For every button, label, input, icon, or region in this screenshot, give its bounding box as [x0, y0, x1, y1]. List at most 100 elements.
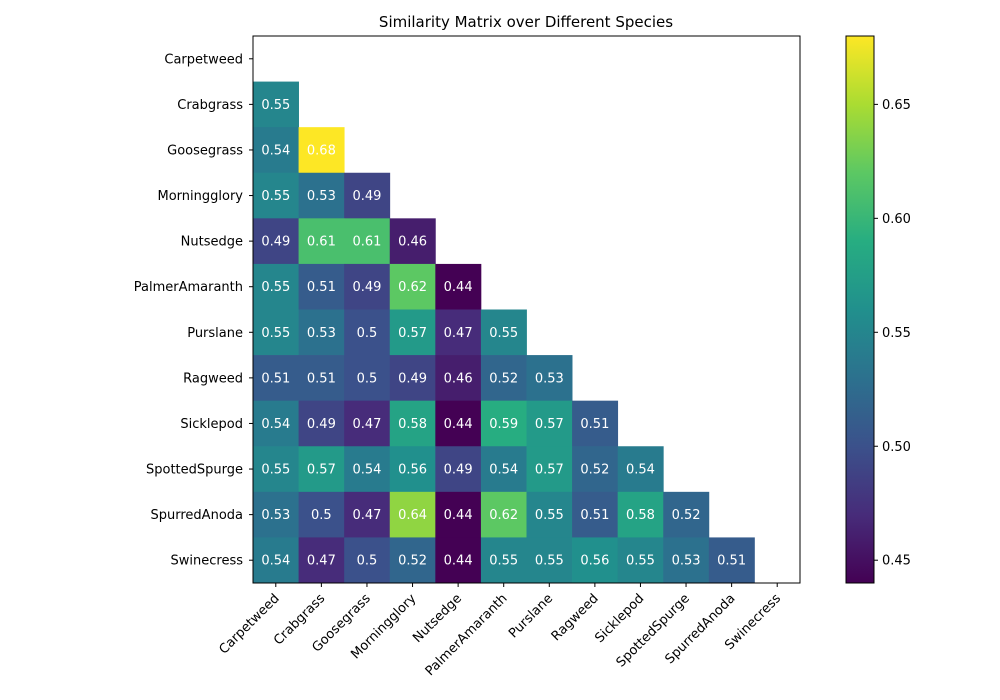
heatmap-cell: [435, 446, 482, 493]
cell-value-label: 0.56: [398, 463, 427, 478]
cell-value-label: 0.44: [444, 554, 473, 569]
cell-value-label: 0.61: [307, 235, 336, 250]
cell-value-label: 0.51: [307, 280, 336, 295]
cell-value-label: 0.68: [307, 143, 336, 158]
y-tick-label: SpurredAnoda: [151, 508, 243, 523]
heatmap-cell: [253, 263, 299, 310]
heatmap-cell: [344, 446, 391, 493]
heatmap-cell: [526, 491, 573, 538]
heatmap-cell: [435, 263, 482, 310]
heatmap-cell: [253, 127, 299, 174]
heatmap-cell: [435, 491, 482, 538]
cell-value-label: 0.46: [398, 235, 427, 250]
heatmap-cell: [572, 491, 619, 538]
y-tick-label: Morningglory: [158, 189, 244, 204]
heatmap-cell: [526, 537, 573, 584]
heatmap-cell: [298, 218, 345, 265]
heatmap-cell: [253, 172, 299, 219]
cell-value-label: 0.49: [352, 280, 381, 295]
heatmap-cell: [663, 537, 710, 584]
heatmap-cell: [617, 446, 664, 493]
cell-value-label: 0.55: [261, 326, 290, 341]
y-tick-label: Sicklepod: [180, 417, 243, 432]
cell-value-label: 0.52: [580, 463, 609, 478]
heatmap-cell: [572, 537, 619, 584]
x-tick-label: Carpetweed: [216, 591, 282, 657]
colorbar-tick-label: 0.45: [882, 554, 911, 569]
heatmap-cell: [708, 537, 755, 584]
cell-value-label: 0.57: [535, 417, 564, 432]
cell-value-label: 0.52: [672, 508, 701, 523]
heatmap-cell: [389, 355, 436, 402]
heatmap-cell: [572, 400, 619, 447]
cell-value-label: 0.54: [261, 554, 290, 569]
cell-value-label: 0.5: [357, 326, 378, 341]
colorbar-tick-label: 0.65: [882, 98, 911, 113]
cell-value-label: 0.55: [261, 463, 290, 478]
heatmap-cell: [344, 537, 391, 584]
cell-value-label: 0.51: [580, 417, 609, 432]
heatmap-cell: [298, 355, 345, 402]
y-axis-ticks: Carpetweed Crabgrass Goosegrass Morningglor…: [134, 52, 253, 569]
cell-value-label: 0.56: [580, 554, 609, 569]
heatmap-cell: [617, 491, 664, 538]
cell-value-label: 0.57: [398, 326, 427, 341]
cell-value-label: 0.59: [489, 417, 518, 432]
y-tick-label: Crabgrass: [177, 98, 243, 113]
cell-value-label: 0.55: [261, 98, 290, 113]
cell-value-label: 0.47: [352, 417, 381, 432]
y-tick-label: Nutsedge: [181, 235, 243, 250]
cell-value-label: 0.46: [444, 371, 473, 386]
x-axis-ticks: CarpetweedCrabgrassGoosegrassMorningglor…: [216, 583, 784, 679]
cell-value-label: 0.61: [352, 235, 381, 250]
cell-value-label: 0.49: [307, 417, 336, 432]
cell-value-label: 0.5: [357, 554, 378, 569]
heatmap-cell: [617, 537, 664, 584]
cell-value-label: 0.54: [261, 143, 290, 158]
y-tick-label: Goosegrass: [167, 143, 243, 158]
cell-value-label: 0.58: [626, 508, 655, 523]
cell-value-label: 0.52: [489, 371, 518, 386]
colorbar: [845, 35, 875, 584]
heatmap-cell: [526, 400, 573, 447]
heatmap-cell: [480, 355, 527, 402]
y-tick-label: Carpetweed: [164, 52, 243, 67]
plot-frame: [252, 35, 801, 584]
heatmap-cell: [344, 400, 391, 447]
y-tick-label: SpottedSpurge: [146, 463, 243, 478]
cell-value-label: 0.57: [535, 463, 564, 478]
cell-value-label: 0.54: [489, 463, 518, 478]
cell-value-label: 0.54: [352, 463, 381, 478]
cell-value-label: 0.51: [261, 371, 290, 386]
cell-value-label: 0.44: [444, 417, 473, 432]
heatmap-cell: [344, 263, 391, 310]
heatmap-cell: [253, 400, 299, 447]
chart-title: Similarity Matrix over Different Species: [379, 13, 673, 31]
heatmap-cell: [298, 446, 345, 493]
y-tick-label: Purslane: [187, 326, 243, 341]
cell-value-label: 0.49: [352, 189, 381, 204]
heatmap-cell: [435, 400, 482, 447]
heatmap-cell: [480, 309, 527, 356]
heatmap-cell: [480, 537, 527, 584]
heatmap-cell: [572, 446, 619, 493]
cell-value-label: 0.51: [307, 371, 336, 386]
heatmap-cell: [253, 537, 299, 584]
heatmap-cell: [526, 446, 573, 493]
cell-value-label: 0.55: [489, 554, 518, 569]
heatmap-cell: [663, 491, 710, 538]
cell-value-label: 0.47: [352, 508, 381, 523]
heatmap-cell: [344, 172, 391, 219]
cell-value-label: 0.53: [307, 326, 336, 341]
colorbar-tick-label: 0.60: [882, 212, 911, 227]
heatmap-cell: [298, 491, 345, 538]
cell-value-label: 0.53: [672, 554, 701, 569]
heatmap-cell: [253, 218, 299, 265]
heatmap-cell: [435, 537, 482, 584]
heatmap-cell: [344, 309, 391, 356]
cell-value-label: 0.62: [489, 508, 518, 523]
heatmap-cell: [526, 355, 573, 402]
heatmap-cells: [253, 81, 755, 584]
heatmap-cell: [344, 491, 391, 538]
